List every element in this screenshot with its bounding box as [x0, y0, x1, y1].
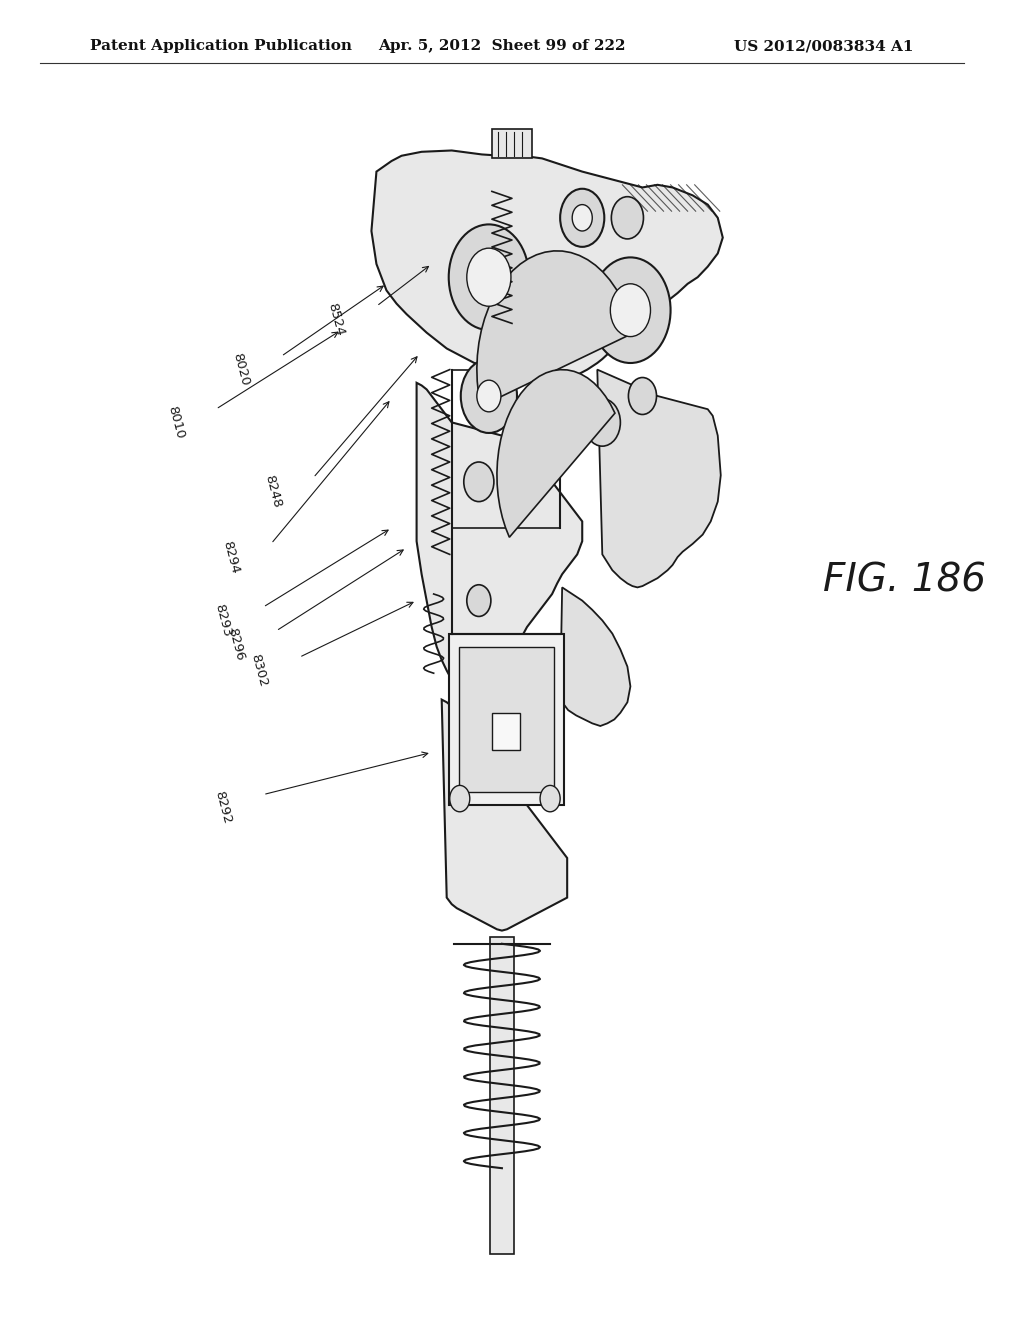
- Circle shape: [585, 399, 621, 446]
- Circle shape: [610, 284, 650, 337]
- Text: 8020: 8020: [230, 351, 252, 388]
- Text: Apr. 5, 2012  Sheet 99 of 222: Apr. 5, 2012 Sheet 99 of 222: [378, 40, 626, 53]
- Bar: [449, 634, 564, 805]
- Circle shape: [467, 248, 511, 306]
- Polygon shape: [477, 251, 634, 407]
- Text: 8524: 8524: [326, 301, 347, 338]
- Text: 8248: 8248: [262, 473, 284, 510]
- Circle shape: [450, 785, 470, 812]
- Polygon shape: [560, 587, 631, 726]
- Text: 8294: 8294: [220, 539, 242, 576]
- Circle shape: [477, 380, 501, 412]
- Text: 8302: 8302: [249, 652, 269, 689]
- Circle shape: [560, 189, 604, 247]
- Text: US 2012/0083834 A1: US 2012/0083834 A1: [734, 40, 913, 53]
- Bar: [492, 129, 532, 158]
- Bar: [492, 713, 520, 750]
- Polygon shape: [372, 150, 723, 383]
- Circle shape: [461, 359, 517, 433]
- Circle shape: [611, 197, 643, 239]
- Text: 8010: 8010: [165, 404, 186, 441]
- Bar: [489, 937, 514, 1254]
- Bar: [459, 647, 554, 792]
- Circle shape: [629, 378, 656, 414]
- Circle shape: [467, 585, 490, 616]
- Text: 8292: 8292: [212, 789, 233, 826]
- Circle shape: [572, 205, 592, 231]
- Text: Patent Application Publication: Patent Application Publication: [90, 40, 352, 53]
- Text: FIG. 186: FIG. 186: [823, 562, 986, 599]
- Circle shape: [590, 257, 671, 363]
- Polygon shape: [597, 370, 721, 587]
- Circle shape: [464, 462, 494, 502]
- Text: 8293: 8293: [212, 602, 233, 639]
- Circle shape: [449, 224, 529, 330]
- Polygon shape: [417, 383, 583, 700]
- Polygon shape: [497, 370, 615, 537]
- Circle shape: [540, 785, 560, 812]
- Polygon shape: [441, 700, 567, 931]
- Text: 8296: 8296: [225, 626, 247, 663]
